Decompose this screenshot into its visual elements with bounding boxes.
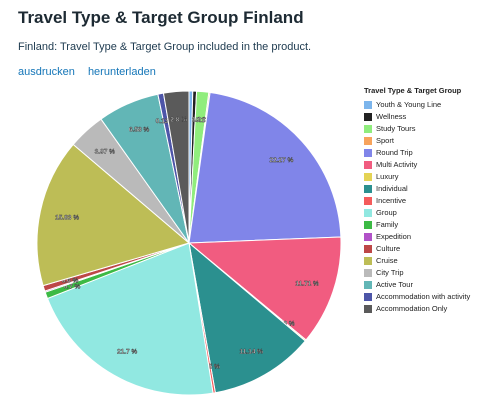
legend-label: Multi Activity [376, 160, 418, 169]
legend-swatch [364, 101, 372, 109]
pie-slice-group[interactable] [46, 242, 214, 396]
legend-label: Family [376, 220, 399, 229]
legend-swatch [364, 233, 372, 241]
legend-label: Incentive [376, 196, 407, 205]
data-label: 15.83 % [55, 214, 79, 221]
legend-label: Group [376, 208, 397, 217]
legend-swatch [364, 269, 372, 277]
legend-swatch [364, 113, 372, 121]
data-label: 1.3 % [192, 116, 209, 123]
legend-item[interactable]: Wellness [364, 112, 498, 121]
page-title: Travel Type & Target Group Finland [18, 8, 304, 27]
legend-label: Accommodation with activity [376, 292, 471, 301]
legend-label: Individual [376, 184, 408, 193]
legend-item[interactable]: Individual [364, 184, 498, 193]
data-label: 0.7 % [64, 283, 81, 290]
legend-swatch [364, 161, 372, 169]
data-label: 0.6 % [62, 278, 79, 285]
data-label: 0.13 % [156, 118, 176, 125]
legend-label: Culture [376, 244, 401, 253]
legend-swatch [364, 149, 372, 157]
legend-swatch [364, 185, 372, 193]
action-links: ausdrucken herunterladen [18, 66, 166, 78]
legend-label: Luxury [376, 172, 399, 181]
legend-label: City Trip [376, 268, 404, 277]
legend-item[interactable]: Culture [364, 244, 498, 253]
legend: Travel Type & Target Group Youth & Young… [364, 86, 498, 316]
legend-swatch [364, 197, 372, 205]
legend-item[interactable]: City Trip [364, 268, 498, 277]
pie-slice-cruise[interactable] [36, 143, 191, 287]
legend-label: Youth & Young Line [376, 100, 442, 109]
legend-swatch [364, 257, 372, 265]
legend-item[interactable]: Expedition [364, 232, 498, 241]
pie-slice-individual[interactable] [188, 241, 306, 394]
data-label: 11.14 % [239, 349, 263, 356]
print-link[interactable]: ausdrucken [18, 66, 75, 78]
legend-swatch [364, 281, 372, 289]
data-label: 0.25 % [200, 363, 220, 370]
data-label: 2.8 % [170, 116, 187, 123]
legend-swatch [364, 305, 372, 313]
data-label: 11.71 % [295, 280, 319, 287]
legend-title: Travel Type & Target Group [364, 86, 462, 95]
legend-swatch [364, 221, 372, 229]
legend-label: Cruise [376, 256, 398, 265]
data-label: 22.27 % [269, 157, 293, 164]
legend-swatch [364, 245, 372, 253]
legend-label: Round Trip [376, 148, 413, 157]
pie-slice-round-trip[interactable] [188, 91, 342, 244]
legend-swatch [364, 137, 372, 145]
legend-item[interactable]: Round Trip [364, 148, 498, 157]
data-label: 3.97 % [95, 149, 115, 156]
legend-item[interactable]: Accommodation Only [364, 304, 498, 313]
legend-item[interactable]: Family [364, 220, 498, 229]
legend-item[interactable]: Active Tour [364, 280, 498, 289]
legend-item[interactable]: Sport [364, 136, 498, 145]
legend-label: Study Tours [376, 124, 416, 133]
legend-item[interactable]: Luxury [364, 172, 498, 181]
legend-swatch [364, 173, 372, 181]
legend-item[interactable]: Group [364, 208, 498, 217]
legend-label: Wellness [376, 112, 407, 121]
legend-label: Active Tour [376, 280, 413, 289]
legend-label: Expedition [376, 232, 412, 241]
legend-label: Accommodation Only [376, 304, 448, 313]
legend-item[interactable]: Incentive [364, 196, 498, 205]
legend-item[interactable]: Cruise [364, 256, 498, 265]
legend-item[interactable]: Multi Activity [364, 160, 498, 169]
data-label: 6.58 % [129, 126, 149, 133]
legend-item[interactable]: Study Tours [364, 124, 498, 133]
legend-swatch [364, 125, 372, 133]
legend-item[interactable]: Youth & Young Line [364, 100, 498, 109]
data-label: 21.7 % [117, 349, 137, 356]
legend-swatch [364, 209, 372, 217]
pie-slice-accommodation-only[interactable] [162, 90, 190, 244]
legend-item[interactable]: Accommodation with activity [364, 292, 498, 301]
pie-slice-multi-activity[interactable] [187, 236, 342, 341]
page-subtitle: Finland: Travel Type & Target Group incl… [18, 41, 312, 53]
legend-swatch [364, 293, 372, 301]
download-link[interactable]: herunterladen [87, 66, 156, 78]
legend-label: Sport [376, 136, 394, 145]
